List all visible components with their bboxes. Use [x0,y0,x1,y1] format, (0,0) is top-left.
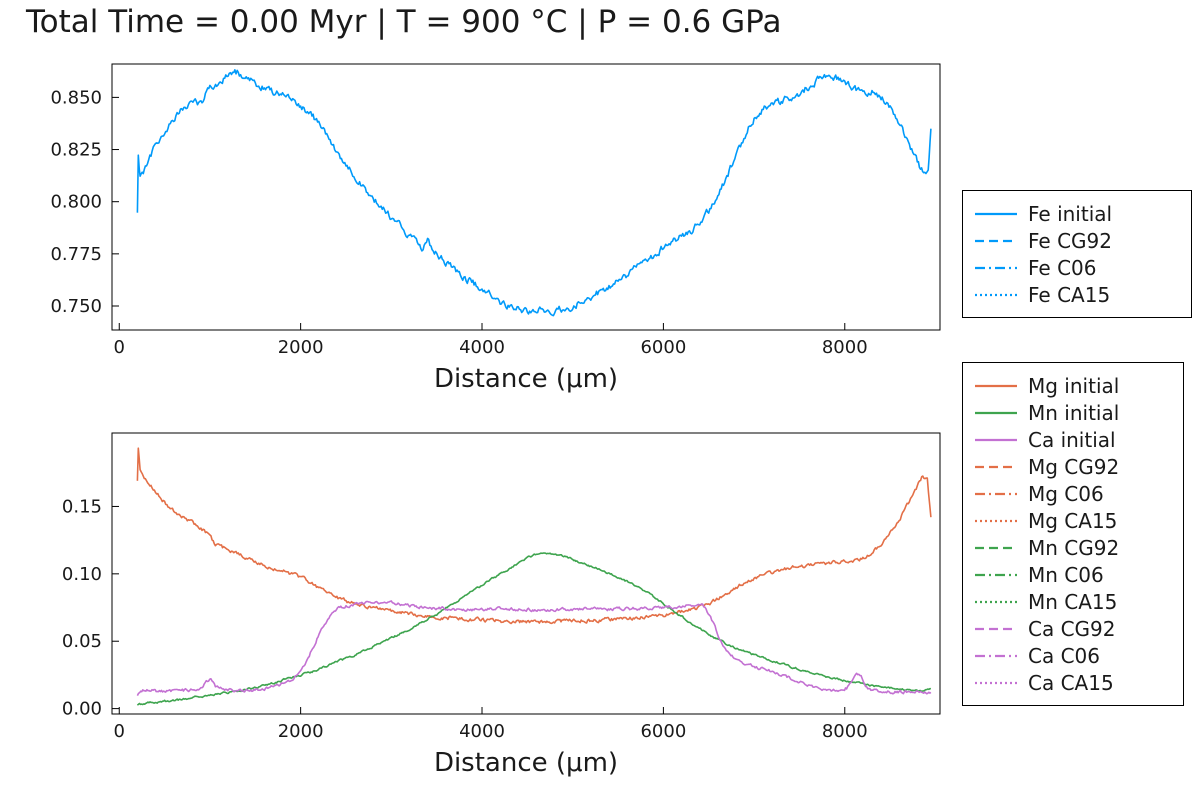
legend-label: Fe CA15 [1028,282,1111,307]
y-tick-label: 0.10 [62,564,102,585]
dashdot-line-swatch-icon [975,492,1017,495]
dotted-line-swatch-icon [975,681,1017,684]
x-tick-label: 8000 [822,721,868,742]
x-tick-label: 6000 [640,721,686,742]
legend-label: Mn C06 [1028,562,1104,587]
dashdot-line-swatch-icon [975,654,1017,657]
y-tick-label: 0.825 [50,140,102,161]
series-line-ca-initial [136,600,932,696]
dotted-line-swatch-icon [975,600,1017,603]
legend-label: Mg C06 [1028,481,1104,506]
dashed-line-swatch-icon [975,465,1017,468]
x-tick-label: 2000 [278,721,324,742]
dashdot-line-swatch-icon [975,266,1017,269]
y-tick-label: 0.750 [50,296,102,317]
legend-item: Mn CG92 [973,534,1171,561]
dotted-line-swatch-icon [975,519,1017,522]
solid-line-swatch-icon [975,212,1017,215]
legend-item: Fe CG92 [973,227,1179,254]
subplot-0: 0 2000 4000 6000 8000 0.750 0.775 0.800 0.825 0.8… [50,63,941,394]
dashed-line-swatch-icon [975,239,1017,242]
dotted-line-swatch-icon [975,293,1017,296]
y-tick-label: 0.05 [62,631,102,652]
solid-line-swatch-icon [975,438,1017,441]
y-tick-label: 0.800 [50,192,102,213]
figure-title: Total Time = 0.00 Myr | T = 900 °C | P =… [26,4,782,40]
legend-item: Ca C06 [973,642,1171,669]
y-tick-label: 0.15 [62,496,102,517]
legend-item: Mn C06 [973,561,1171,588]
plot-frame [111,63,941,331]
legend-label: Mg CA15 [1028,508,1118,533]
legend-item: Mg CA15 [973,507,1171,534]
legend-label: Ca C06 [1028,643,1100,668]
x-tick-label: 6000 [640,337,686,358]
legend-label: Fe C06 [1028,255,1097,280]
legend-item: Mg C06 [973,480,1171,507]
y-tick-label: 0.850 [50,87,102,108]
legend-label: Ca CG92 [1028,616,1116,641]
x-tick-label: 0 [114,721,125,742]
series-line-fe-initial [136,69,932,317]
legend-item: Ca CA15 [973,669,1171,696]
x-axis-label: Distance (μm) [434,748,618,778]
dashdot-line-swatch-icon [975,573,1017,576]
x-tick-label: 2000 [278,337,324,358]
x-tick-label: 4000 [459,721,505,742]
x-tick-label: 0 [114,337,125,358]
legend-item: Fe initial [973,200,1179,227]
legend-mg-mn-ca: Mg initial Mn initial Ca initial Mg CG92 Mg … [962,362,1184,706]
series-line-mg-initial [136,447,932,625]
dashed-line-swatch-icon [975,546,1017,549]
legend-fe: Fe initial Fe CG92 Fe C06 Fe CA15 [962,190,1192,318]
legend-label: Ca CA15 [1028,670,1114,695]
legend-label: Ca initial [1028,427,1116,452]
legend-label: Mg initial [1028,373,1120,398]
y-tick-label: 0.775 [50,244,102,265]
plot-frame [111,432,941,715]
legend-item: Ca initial [973,426,1171,453]
legend-label: Fe initial [1028,201,1113,226]
legend-item: Mg initial [973,372,1171,399]
legend-item: Mn CA15 [973,588,1171,615]
legend-label: Mn CG92 [1028,535,1120,560]
solid-line-swatch-icon [975,411,1017,414]
dashed-line-swatch-icon [975,627,1017,630]
legend-item: Mg CG92 [973,453,1171,480]
legend-label: Mn CA15 [1028,589,1118,614]
subplot-1: 0 2000 4000 6000 8000 0.00 0.05 0.10 0.15 Distanc… [62,432,941,778]
y-tick-label: 0.00 [62,699,102,720]
legend-label: Fe CG92 [1028,228,1112,253]
legend-label: Mn initial [1028,400,1120,425]
x-tick-label: 4000 [459,337,505,358]
solid-line-swatch-icon [975,384,1017,387]
legend-label: Mg CG92 [1028,454,1120,479]
series-line-mn-initial [136,552,931,706]
x-axis-label: Distance (μm) [434,364,618,394]
x-tick-label: 8000 [822,337,868,358]
legend-item: Fe CA15 [973,281,1179,308]
legend-item: Ca CG92 [973,615,1171,642]
legend-item: Fe C06 [973,254,1179,281]
legend-item: Mn initial [973,399,1171,426]
